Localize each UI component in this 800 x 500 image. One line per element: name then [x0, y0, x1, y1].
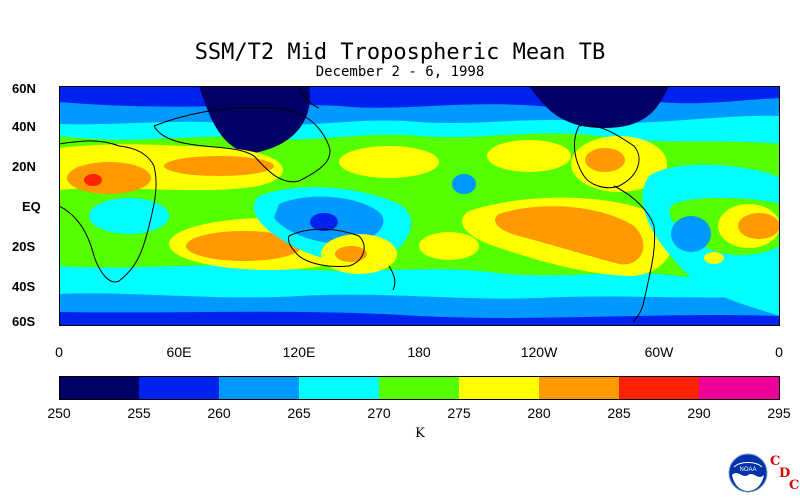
map-band-yellow-pacific-north: [339, 146, 439, 178]
lat-label-20n: 20N: [12, 159, 36, 174]
chart-title: SSM/T2 Mid Tropospheric Mean TB: [194, 40, 606, 65]
noaa-logo: NOAA: [728, 453, 768, 493]
map-band-red-africa: [84, 174, 102, 186]
map-band-orange-indian-south: [186, 231, 302, 261]
map-band-orange-australia: [335, 246, 367, 262]
colorbar-label-270: 270: [367, 405, 391, 421]
lon-label-120w: 120W: [520, 344, 558, 360]
map-band-blue-south: [59, 311, 780, 326]
colorbar-swatch-290: [699, 376, 780, 400]
map-band-lightblue-pacific-north: [452, 174, 476, 194]
map-band-lightblue-eq-west: [89, 198, 169, 234]
coastlines: [59, 88, 656, 323]
colorbar-label-280: 280: [527, 405, 551, 421]
colorbar-label-250: 250: [47, 405, 71, 421]
map-frame: [59, 86, 780, 326]
map-band-yellow-pacific-north2: [487, 140, 571, 172]
lon-label-180: 180: [407, 344, 431, 360]
colorbar-swatch-280: [539, 376, 619, 400]
colorbar-swatch-265: [299, 376, 379, 400]
map-band-orange-pacific-south: [495, 206, 644, 265]
temperature-map: [59, 86, 780, 326]
map-band-yellow-pacific-sc: [419, 232, 479, 260]
lat-label-eq: EQ: [22, 199, 41, 214]
map-band-orange-america-north: [585, 148, 625, 172]
map-band-blue-warmpool: [310, 213, 338, 231]
map-band-lightblue-atlantic: [671, 216, 711, 252]
lon-label-0: 0: [55, 344, 63, 360]
colorbar-swatch-275: [459, 376, 539, 400]
lat-label-40n: 40N: [12, 119, 36, 134]
noaa-logo-text: NOAA: [739, 467, 756, 473]
lat-label-60s: 60S: [12, 314, 36, 329]
cdc-letter-d: D: [779, 466, 791, 481]
lon-label-0-east: 0: [775, 344, 783, 360]
lon-label-60w: 60W: [644, 344, 674, 360]
colorbar-swatch-250: [59, 376, 139, 400]
colorbar-label-265: 265: [287, 405, 311, 421]
colorbar-label-285: 285: [607, 405, 631, 421]
cdc-letter-c1: C: [770, 454, 781, 469]
colorbar-label-290: 290: [687, 405, 711, 421]
colorbar-label-295: 295: [767, 405, 791, 421]
map-band-yellow-southamerica: [704, 252, 724, 264]
map-band-navy-north: [199, 86, 669, 154]
chart-subtitle: December 2 - 6, 1998: [315, 64, 485, 80]
lat-label-60n: 60N: [12, 81, 36, 96]
colorbar: [59, 376, 780, 400]
colorbar-swatch-285: [619, 376, 699, 400]
colorbar-frame: [59, 376, 780, 400]
colorbar-swatch-270: [379, 376, 459, 400]
lon-label-60e: 60E: [166, 344, 192, 360]
lat-label-40s: 40S: [12, 279, 36, 294]
colorbar-swatch-255: [139, 376, 219, 400]
cdc-letter-c2: C: [789, 478, 800, 493]
map-band-orange-arabia: [164, 156, 274, 176]
colorbar-label-260: 260: [207, 405, 231, 421]
lat-label-20s: 20S: [12, 239, 36, 254]
colorbar-swatch-260: [219, 376, 299, 400]
colorbar-label-255: 255: [127, 405, 151, 421]
map-band-orange-africa: [67, 162, 151, 194]
colorbar-unit: K: [415, 426, 425, 441]
colorbar-label-275: 275: [447, 405, 471, 421]
lon-label-120e: 120E: [282, 344, 316, 360]
map-band-orange-atlantic-south: [738, 213, 780, 239]
